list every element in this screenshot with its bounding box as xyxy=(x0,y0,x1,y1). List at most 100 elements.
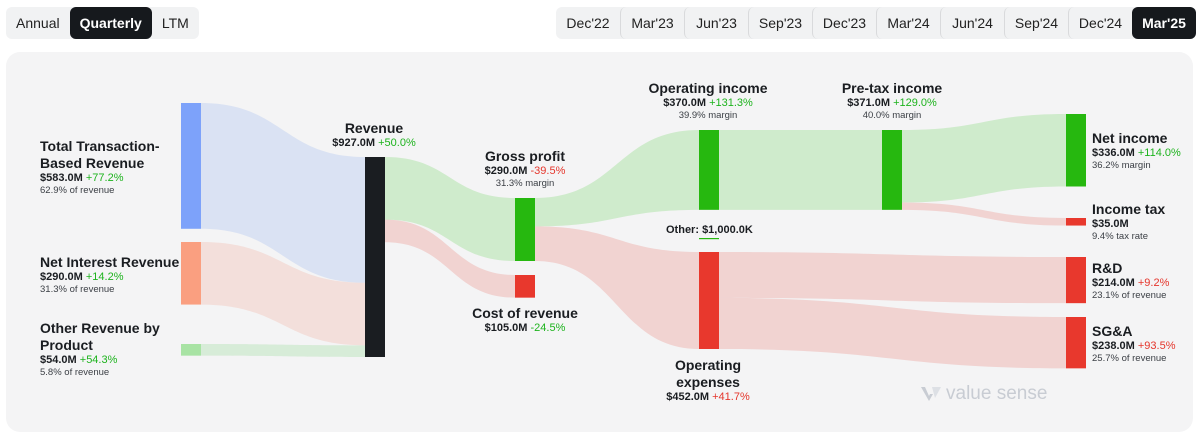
label-pretax-income: Pre-tax income $371.0M +129.0% 40.0% mar… xyxy=(822,80,962,121)
label-revenue: Revenue $927.0M +50.0% xyxy=(314,120,434,150)
label-title: Pre-tax income xyxy=(841,80,943,96)
tab-ltm[interactable]: LTM xyxy=(161,15,189,31)
label-income-tax: Income tax $35.0M 9.4% tax rate xyxy=(1092,201,1165,242)
link-pretax-to-net-income xyxy=(902,114,1066,203)
label-change: +114.0% xyxy=(1137,146,1181,159)
label-change: +54.3% xyxy=(79,353,118,366)
label-value: $214.0M xyxy=(1092,276,1135,289)
label-change: +41.7% xyxy=(712,390,750,403)
label-value: $35.0M xyxy=(1092,217,1129,230)
node-operating-expenses[interactable] xyxy=(699,252,719,349)
label-change: +9.2% xyxy=(1137,276,1170,289)
label-sub: 40.0% margin xyxy=(862,109,922,121)
node-revenue[interactable] xyxy=(365,157,385,357)
label-other-revenue: Other Revenue by Product $54.0M +54.3% 5… xyxy=(40,320,160,378)
label-operating-income: Operating income $370.0M +131.3% 39.9% m… xyxy=(638,80,778,121)
date-selector: Dec'22 Mar'23 Jun'23 Sep'23 Dec'23 Mar'24 Jun'… xyxy=(556,7,1196,39)
label-title: Total Transaction-Based Revenue xyxy=(40,138,160,171)
label-net-income: Net income $336.0M +114.0% 36.2% margin xyxy=(1092,130,1181,171)
label-value: $371.0M xyxy=(847,96,890,109)
label-title: Other Revenue by Product xyxy=(40,320,160,353)
label-title: SG&A xyxy=(1092,323,1133,339)
date-option[interactable]: Sep'24 xyxy=(1004,7,1068,39)
link-pretax-to-income-tax xyxy=(902,202,1066,226)
date-option[interactable]: Jun'24 xyxy=(940,7,1004,39)
tab-quarterly[interactable]: Quarterly xyxy=(69,7,152,39)
label-gross-profit: Gross profit $290.0M -39.5% 31.3% margin xyxy=(465,148,585,189)
link-operating-income-to-pretax xyxy=(719,130,882,210)
period-selector: Annual Quarterly LTM xyxy=(6,7,199,39)
label-title: Income tax xyxy=(1092,201,1166,217)
label-value: $290.0M xyxy=(484,164,528,177)
date-option[interactable]: Mar'23 xyxy=(620,7,684,39)
chart-panel xyxy=(6,52,1193,432)
label-title: Revenue xyxy=(344,120,404,136)
link-revenue-to-cost-of-revenue xyxy=(385,219,515,298)
label-change: -24.5% xyxy=(530,321,566,334)
node-cost-of-revenue[interactable] xyxy=(515,275,535,298)
label-sub: 23.1% of revenue xyxy=(1092,289,1167,301)
label-value: $54.0M xyxy=(40,353,77,366)
label-sub: 62.9% of revenue xyxy=(40,184,115,196)
node-net-income[interactable] xyxy=(1066,114,1086,187)
date-option[interactable]: Jun'23 xyxy=(684,7,748,39)
tab-annual[interactable]: Annual xyxy=(16,15,60,31)
date-option[interactable]: Mar'25 xyxy=(1132,7,1196,39)
label-sub: 31.3% margin xyxy=(495,177,555,189)
link-net_interest-to-revenue xyxy=(201,242,365,346)
label-sub: 31.3% of revenue xyxy=(40,283,115,295)
label-cost-of-revenue: Cost of revenue $105.0M -24.5% xyxy=(460,305,590,335)
node-total-transaction[interactable] xyxy=(181,103,201,229)
label-net-interest: Net Interest Revenue $290.0M +14.2% 31.3… xyxy=(40,254,179,295)
label-change: +131.3% xyxy=(709,96,753,109)
node-pretax-income[interactable] xyxy=(882,130,902,210)
label-value: $238.0M xyxy=(1092,339,1135,352)
label-operating-expenses: Operating expenses $452.0M +41.7% xyxy=(638,357,778,404)
label-sub: 9.4% tax rate xyxy=(1092,230,1148,242)
label-sub: 5.8% of revenue xyxy=(40,366,110,378)
node-rd[interactable] xyxy=(1066,257,1086,304)
label-title: Cost of revenue xyxy=(472,305,578,321)
label-title: Other: xyxy=(666,224,699,236)
date-option[interactable]: Dec'23 xyxy=(812,7,876,39)
link-other_revenue-to-revenue xyxy=(201,344,365,357)
label-title: Net income xyxy=(1092,130,1168,146)
label-change: +93.5% xyxy=(1137,339,1176,352)
node-sga[interactable] xyxy=(1066,317,1086,369)
label-value: $1,000.0K xyxy=(702,224,753,236)
label-total-transaction: Total Transaction-Based Revenue $583.0M … xyxy=(40,138,170,196)
label-rd: R&D $214.0M +9.2% 23.1% of revenue xyxy=(1092,260,1169,301)
label-other: Other: $1,000.0K xyxy=(666,224,753,237)
node-income-tax[interactable] xyxy=(1066,218,1086,226)
label-value: $452.0M xyxy=(666,390,710,403)
link-operating-expenses-to-sga xyxy=(719,297,1066,369)
link-operating-expenses-to-rd xyxy=(719,252,1066,304)
node-gross-profit[interactable] xyxy=(515,198,535,261)
label-value: $927.0M xyxy=(332,136,376,149)
label-change: +14.2% xyxy=(85,270,124,283)
label-value: $336.0M xyxy=(1092,146,1135,159)
label-sub: 39.9% margin xyxy=(678,109,738,121)
label-value: $583.0M xyxy=(40,171,83,184)
label-title: Gross profit xyxy=(484,148,566,164)
date-option[interactable]: Dec'22 xyxy=(566,15,610,31)
node-other[interactable] xyxy=(699,238,719,240)
link-gross-profit-to-operating-expenses xyxy=(535,226,699,349)
node-other-revenue[interactable] xyxy=(181,344,201,356)
date-option[interactable]: Mar'24 xyxy=(876,7,940,39)
label-title: Operating income xyxy=(648,80,768,96)
label-title: Net Interest Revenue xyxy=(40,254,180,270)
node-operating-income[interactable] xyxy=(699,130,719,210)
value-sense-logo-icon xyxy=(921,387,941,401)
link-gross-profit-to-operating-income xyxy=(535,130,699,227)
label-value: $290.0M xyxy=(40,270,83,283)
label-title: R&D xyxy=(1092,260,1123,276)
node-net-interest[interactable] xyxy=(181,242,201,305)
label-title: Operating expenses xyxy=(674,357,742,390)
label-sga: SG&A $238.0M +93.5% 25.7% of revenue xyxy=(1092,323,1176,364)
date-option[interactable]: Dec'24 xyxy=(1068,7,1132,39)
label-change: -39.5% xyxy=(530,164,566,177)
watermark: value sense xyxy=(920,383,1047,405)
label-change: +77.2% xyxy=(85,171,124,184)
date-option[interactable]: Sep'23 xyxy=(748,7,812,39)
